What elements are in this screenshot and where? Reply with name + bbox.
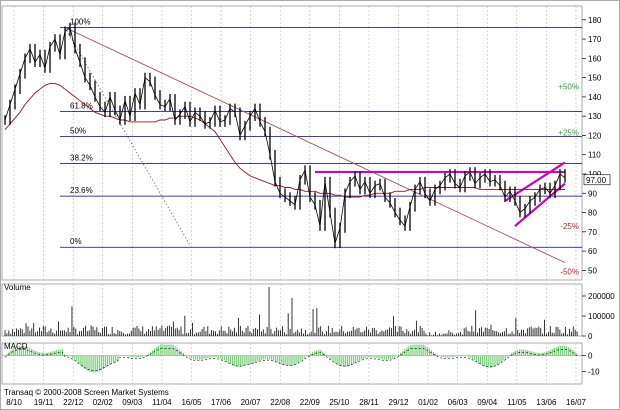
- y-tick-label: 70: [588, 228, 597, 237]
- y-tick-label: 120: [588, 131, 602, 140]
- price-series: [4, 22, 566, 249]
- fibonacci-levels: 100% 61.8% 50% 38.2% 23.6% 0% +50% +25% -25% -50%: [60, 17, 582, 276]
- x-tick-label: 11/05: [507, 398, 527, 407]
- macd-signal-line: [4, 348, 578, 371]
- y-tick-label: 50: [588, 266, 597, 275]
- x-tick-label: 06/03: [448, 398, 469, 407]
- y-tick-label: 130: [588, 112, 602, 121]
- x-tick-label: 16/05: [181, 398, 202, 407]
- percent-label: +25%: [558, 129, 579, 138]
- x-tick-label: 01/02: [418, 398, 439, 407]
- y-tick-label: 180: [588, 16, 602, 25]
- current-value-box: [583, 174, 611, 186]
- current-value-label: 97.00: [586, 176, 607, 185]
- x-tick-label: 11/04: [152, 398, 172, 407]
- volume-panel: [4, 287, 578, 336]
- macd-tick-label: -10: [588, 367, 600, 376]
- x-tick-label: 22/08: [270, 398, 291, 407]
- x-tick-label: 19/11: [34, 398, 54, 407]
- x-tick-label: 8/10: [6, 398, 22, 407]
- y-tick-label: 170: [588, 35, 602, 44]
- percent-label: -25%: [560, 222, 579, 231]
- macd-panel: [2, 344, 582, 373]
- volume-tick-label: 100000: [588, 312, 615, 321]
- x-tick-label: 29/12: [389, 398, 410, 407]
- macd-title: MACD: [4, 342, 28, 351]
- volume-title: Volume: [4, 283, 31, 292]
- fib-label: 23.6%: [70, 186, 93, 195]
- x-tick-label: 09/04: [477, 398, 498, 407]
- percent-label: +50%: [558, 82, 579, 91]
- price-line: [4, 26, 566, 244]
- trend-line: [514, 182, 566, 227]
- volume-tick-label: 200000: [588, 292, 615, 301]
- x-tick-label: 28/11: [359, 398, 379, 407]
- y-tick-label: 150: [588, 74, 602, 83]
- copyright-text: Transaq © 2000-2008 Screen Market System…: [4, 388, 169, 397]
- volume-tick-label: 0: [588, 332, 593, 341]
- y-tick-label: 90: [588, 189, 597, 198]
- x-tick-label: 25/10: [329, 398, 350, 407]
- x-tick-label: 22/09: [300, 398, 321, 407]
- x-tick-label: 22/12: [63, 398, 84, 407]
- x-tick-label: 13/06: [536, 398, 557, 407]
- y-tick-label: 80: [588, 209, 597, 218]
- moving-average-line: [4, 82, 565, 198]
- x-tick-label: 17/06: [211, 398, 232, 407]
- y-tick-label: 160: [588, 54, 602, 63]
- trend-line: [64, 27, 566, 264]
- fib-label: 100%: [70, 17, 90, 26]
- fib-label: 50%: [70, 126, 86, 135]
- fib-label: 61.8%: [70, 101, 93, 110]
- y-tick-label: 60: [588, 247, 597, 256]
- fib-label: 0%: [70, 237, 82, 246]
- x-tick-label: 02/02: [93, 398, 114, 407]
- fib-label: 38.2%: [70, 153, 93, 162]
- axes: 8/10 19/11 22/12 02/02 09/03 11/04 16/05 17/06 2…: [6, 16, 615, 407]
- panel-frame: [1, 342, 583, 385]
- x-tick-label: 20/07: [241, 398, 262, 407]
- x-tick-label: 16/07: [566, 398, 587, 407]
- macd-tick-label: 0: [588, 352, 593, 361]
- y-tick-label: 110: [588, 151, 601, 160]
- x-tick-label: 09/03: [122, 398, 143, 407]
- y-tick-label: 140: [588, 93, 602, 102]
- percent-label: -50%: [560, 267, 579, 276]
- panel-frame: [1, 5, 583, 281]
